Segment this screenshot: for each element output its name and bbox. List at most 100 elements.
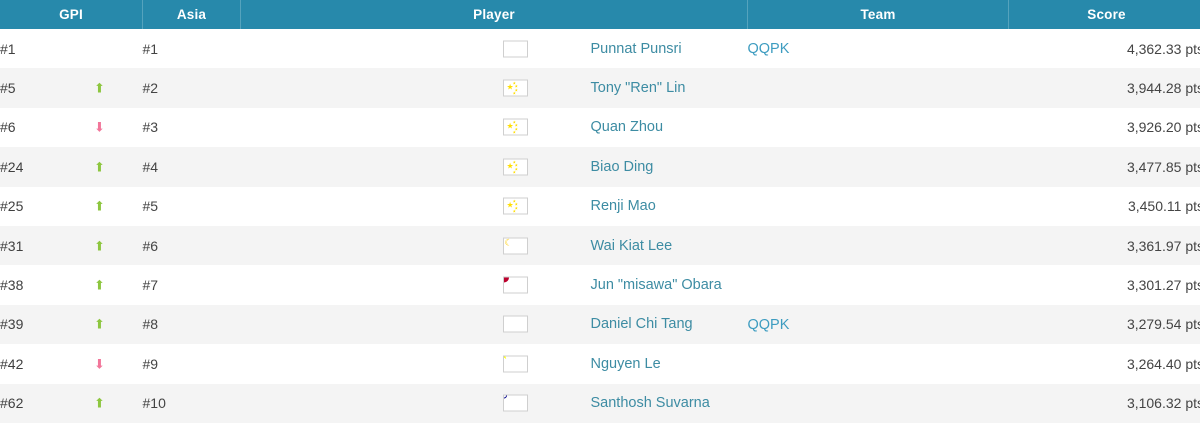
cell-score: 3,477.85 pts [1009, 147, 1200, 186]
team-name-link[interactable]: QQPK [748, 317, 790, 333]
player-name-link[interactable]: Punnat Punsri [591, 41, 682, 57]
cell-gpi-rank: #24⬆ [0, 147, 143, 186]
table-row[interactable]: #39 ⬆ #8 ✿ Daniel Chi Tang QQPK 3,279.54 pts [0, 305, 1200, 344]
cell-player: ★★★★★ Biao Ding [241, 147, 748, 186]
column-header-player[interactable]: Player [241, 0, 748, 29]
arrow-up-icon: ⬆ [94, 319, 105, 330]
arrow-up-icon: ⬆ [94, 398, 105, 409]
arrow-up-icon: ⬆ [94, 201, 105, 212]
cell-score: 3,106.32 pts [1009, 384, 1200, 423]
cell-team [748, 226, 1009, 265]
arrow-down-icon: ⬇ [94, 122, 105, 133]
cell-player: ★ Nguyen Le [241, 344, 748, 383]
flag-japan-icon [503, 277, 528, 294]
cell-player: Santhosh Suvarna [241, 384, 748, 423]
column-header-team[interactable]: Team [748, 0, 1009, 29]
flag-thailand-icon [503, 40, 528, 57]
cell-gpi-rank: #1 [0, 29, 143, 68]
gpi-rank-value: #25 [0, 198, 23, 214]
cell-team: QQPK [748, 29, 1009, 68]
cell-asia-rank: #8 [143, 305, 241, 344]
gpi-rank-value: #39 [0, 316, 23, 332]
cell-player: Jun "misawa" Obara [241, 265, 748, 304]
cell-player: Wai Kiat Lee [241, 226, 748, 265]
cell-gpi-rank: #6 ⬇ [0, 108, 143, 147]
player-name-link[interactable]: Renji Mao [591, 198, 656, 214]
flag-china-icon: ★★★★★ [503, 80, 528, 97]
flag-hong-kong-icon: ✿ [503, 316, 528, 333]
cell-asia-rank: #6 [143, 226, 241, 265]
player-name-link[interactable]: Biao Ding [591, 159, 654, 175]
table-row[interactable]: #25 ⬆ #5 ★★★★★ Renji Mao 3,450.11 pts [0, 187, 1200, 226]
flag-china-icon: ★★★★★ [503, 158, 528, 175]
cell-player: ★★★★★ Renji Mao [241, 187, 748, 226]
cell-score: 3,301.27 pts [1009, 265, 1200, 304]
arrow-up-icon: ⬆ [94, 83, 105, 94]
cell-gpi-rank: #42 ⬇ [0, 344, 143, 383]
player-name-link[interactable]: Santhosh Suvarna [591, 395, 710, 411]
gpi-rank-value: #31 [0, 238, 23, 254]
column-header-asia[interactable]: Asia [143, 0, 241, 29]
table-header: GPI Asia Player Team Score [0, 0, 1200, 29]
cell-gpi-rank: #25 ⬆ [0, 187, 143, 226]
cell-asia-rank: #9 [143, 344, 241, 383]
cell-gpi-rank: #39 ⬆ [0, 305, 143, 344]
player-name-link[interactable]: Jun "misawa" Obara [591, 277, 722, 293]
cell-asia-rank: #5 [143, 187, 241, 226]
flag-malaysia-icon [503, 237, 528, 254]
table-row[interactable]: #42 ⬇ #9 ★ Nguyen Le 3,264.40 pts [0, 344, 1200, 383]
player-name-link[interactable]: Daniel Chi Tang [591, 316, 693, 332]
cell-player: ✿ Daniel Chi Tang [241, 305, 748, 344]
table-row[interactable]: #38⬆#7 Jun "misawa" Obara 3,301.27 pts [0, 265, 1200, 304]
cell-player: ★★★★★ Tony "Ren" Lin [241, 68, 748, 107]
gpi-rank-value: #42 [0, 356, 23, 372]
player-name-link[interactable]: Wai Kiat Lee [591, 238, 673, 254]
cell-score: 4,362.33 pts [1009, 29, 1200, 68]
flag-india-icon [503, 395, 528, 412]
player-name-link[interactable]: Tony "Ren" Lin [591, 80, 686, 96]
player-name-link[interactable]: Nguyen Le [591, 356, 661, 372]
cell-asia-rank: #2 [143, 68, 241, 107]
cell-team [748, 265, 1009, 304]
cell-team [748, 344, 1009, 383]
cell-team [748, 384, 1009, 423]
gpi-rank-value: #5 [0, 80, 16, 96]
cell-gpi-rank: #62⬆ [0, 384, 143, 423]
flag-china-icon: ★★★★★ [503, 198, 528, 215]
cell-asia-rank: #7 [143, 265, 241, 304]
cell-score: 3,264.40 pts [1009, 344, 1200, 383]
table-row[interactable]: #24⬆#4 ★★★★★ Biao Ding 3,477.85 pts [0, 147, 1200, 186]
cell-team [748, 108, 1009, 147]
gpi-rank-value: #6 [0, 119, 16, 135]
player-name-link[interactable]: Quan Zhou [591, 119, 664, 135]
column-header-score[interactable]: Score [1009, 0, 1200, 29]
cell-score: 3,926.20 pts [1009, 108, 1200, 147]
arrow-down-icon: ⬇ [94, 358, 105, 369]
cell-player: Punnat Punsri [241, 29, 748, 68]
cell-team [748, 187, 1009, 226]
cell-team [748, 68, 1009, 107]
table-header-row: GPI Asia Player Team Score [0, 0, 1200, 29]
team-name-link[interactable]: QQPK [748, 41, 790, 57]
cell-score: 3,279.54 pts [1009, 305, 1200, 344]
flag-vietnam-icon: ★ [503, 355, 528, 372]
table-row[interactable]: #31⬆#6 Wai Kiat Lee 3,361.97 pts [0, 226, 1200, 265]
cell-team: QQPK [748, 305, 1009, 344]
gpi-rank-value: #24 [0, 159, 23, 175]
cell-gpi-rank: #38⬆ [0, 265, 143, 304]
cell-score: 3,361.97 pts [1009, 226, 1200, 265]
cell-asia-rank: #4 [143, 147, 241, 186]
trend-none-icon [94, 43, 105, 54]
gpi-rank-value: #38 [0, 277, 23, 293]
column-header-gpi[interactable]: GPI [0, 0, 143, 29]
cell-gpi-rank: #5 ⬆ [0, 68, 143, 107]
cell-score: 3,450.11 pts [1009, 187, 1200, 226]
flag-china-icon: ★★★★★ [503, 119, 528, 136]
cell-gpi-rank: #31⬆ [0, 226, 143, 265]
